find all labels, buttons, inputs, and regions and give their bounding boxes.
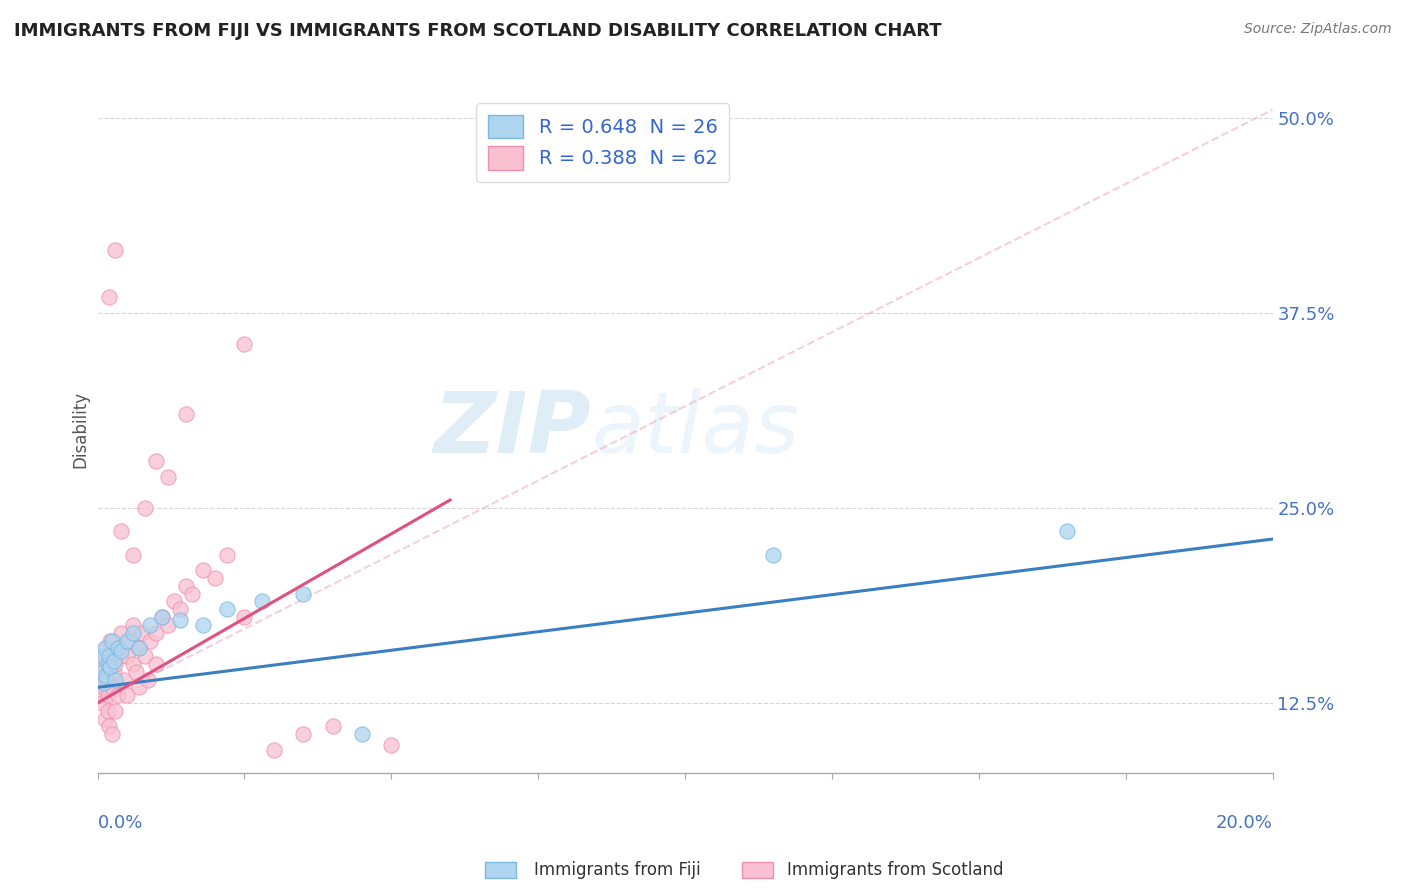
Point [157,469,180,483]
Point [93,681,115,695]
Point [112,673,135,687]
Point [121,548,143,562]
Point [91,657,114,671]
Point [263,743,285,757]
Point [215,548,238,562]
Text: atlas: atlas [591,388,799,471]
Point [150,610,173,624]
Point [250,594,273,608]
Point [98,719,121,733]
Point [163,594,186,608]
Point [104,244,127,258]
Point [96,673,118,687]
Point [145,625,167,640]
Point [97,704,120,718]
Point [118,633,141,648]
Point [193,618,215,632]
Point [174,407,197,421]
Point [110,524,132,539]
Point [322,719,344,733]
Point [233,337,256,351]
Point [98,290,121,304]
Point [174,579,197,593]
Point [97,688,120,702]
Point [215,602,238,616]
Point [150,610,173,624]
Point [292,587,315,601]
Text: 0.0%: 0.0% [97,814,143,832]
Point [101,727,124,741]
Text: Immigrants from Scotland: Immigrants from Scotland [787,861,1004,879]
Point [97,657,120,671]
Point [121,657,143,671]
Point [134,500,156,515]
Point [96,641,118,656]
Point [762,548,785,562]
Point [128,681,150,695]
Point [110,644,132,658]
Point [103,665,125,679]
Point [100,633,122,648]
Point [157,618,180,632]
Point [233,610,256,624]
Point [131,625,153,640]
Point [115,688,138,702]
Point [139,633,162,648]
Point [100,660,122,674]
Point [107,641,129,656]
Point [121,618,143,632]
Point [169,602,191,616]
Point [104,657,127,671]
Point [93,673,115,687]
Point [93,712,115,726]
Point [89,665,111,679]
Point [121,625,143,640]
Text: ZIP: ZIP [433,388,591,471]
Point [103,654,125,668]
Point [180,587,202,601]
Point [139,618,162,632]
Point [101,633,124,648]
Point [91,649,114,664]
Point [115,633,138,648]
Point [91,696,114,710]
Point [107,641,129,656]
Point [104,704,127,718]
Point [145,657,167,671]
Y-axis label: Disability: Disability [72,392,89,468]
Text: Source: ZipAtlas.com: Source: ZipAtlas.com [1244,22,1392,37]
Point [89,688,111,702]
Point [93,675,115,690]
Point [101,681,124,695]
Text: IMMIGRANTS FROM FIJI VS IMMIGRANTS FROM SCOTLAND DISABILITY CORRELATION CHART: IMMIGRANTS FROM FIJI VS IMMIGRANTS FROM … [14,22,942,40]
Point [128,641,150,656]
Point [110,625,132,640]
Point [1056,524,1078,539]
Legend: R = 0.648  N = 26, R = 0.388  N = 62: R = 0.648 N = 26, R = 0.388 N = 62 [477,103,730,181]
Point [145,454,167,468]
Point [125,665,148,679]
Text: Immigrants from Fiji: Immigrants from Fiji [534,861,702,879]
Point [98,649,121,664]
Point [350,727,373,741]
Point [93,649,115,664]
Point [93,641,115,656]
Point [89,665,111,679]
Point [169,613,191,627]
Point [292,727,315,741]
Text: 20.0%: 20.0% [1216,814,1272,832]
Point [96,669,118,683]
Point [193,563,215,577]
Point [104,673,127,687]
Point [115,649,138,664]
Point [107,688,129,702]
Point [128,641,150,656]
Point [380,738,402,752]
Point [204,571,226,585]
Point [134,649,156,664]
Point [110,649,132,664]
Point [136,673,159,687]
Point [98,657,121,671]
